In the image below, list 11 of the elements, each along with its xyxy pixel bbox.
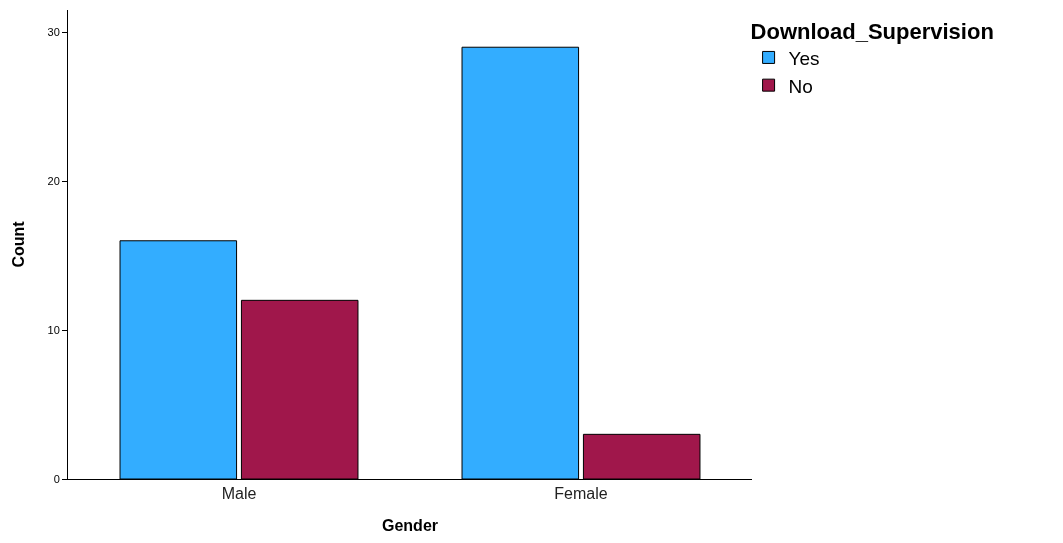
y-tick-label: 10: [47, 323, 60, 336]
y-axis-title: Count: [10, 220, 28, 268]
y-tick-label: 20: [47, 175, 60, 188]
x-tick-label: Male: [221, 485, 257, 503]
y-tick-label: 30: [47, 26, 60, 39]
legend-title: Download_Supervision: [750, 18, 994, 44]
legend-label: Yes: [788, 47, 820, 69]
legend-label: No: [788, 75, 813, 97]
x-axis-title: Gender: [381, 516, 439, 534]
y-tick-label: 0: [53, 472, 60, 485]
x-tick-label: Female: [554, 485, 608, 503]
